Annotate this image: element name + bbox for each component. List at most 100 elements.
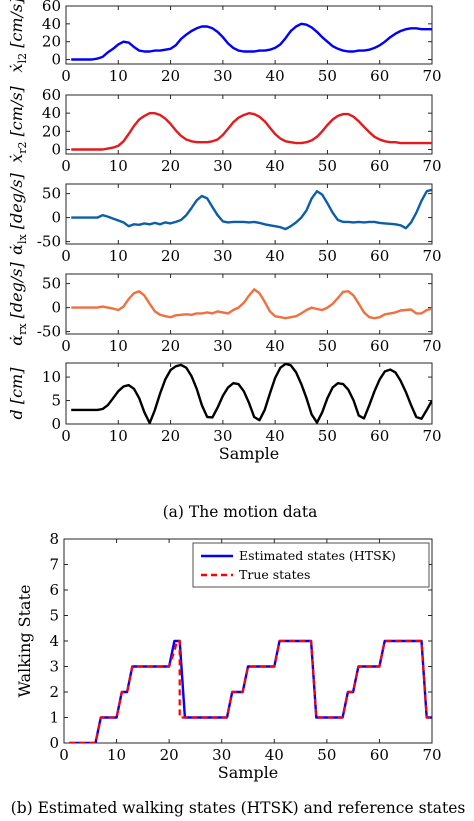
x-axis-label: Sample (219, 444, 280, 463)
y-tick-label: 1 (49, 709, 59, 727)
x-tick-label: 50 (318, 157, 337, 175)
x-tick-label: 30 (213, 247, 232, 265)
x-tick-label: 10 (107, 746, 126, 764)
y-tick-label: -50 (37, 233, 61, 251)
x-tick-label: 10 (109, 427, 128, 445)
x-tick-label: 20 (161, 157, 180, 175)
x-tick-label: 60 (370, 67, 389, 85)
y-tick-label: 20 (42, 33, 61, 51)
walking-state-panel: 0 10 20 30 40 50 60 70 0 1 2 3 4 5 6 7 8 Walking State Sam… (15, 530, 442, 782)
x-tick-label: 60 (370, 746, 389, 764)
x-tick-label: 10 (109, 337, 128, 355)
x-tick-label: 20 (161, 427, 180, 445)
series-line-1 (71, 111, 432, 151)
x-tick-label: 40 (265, 746, 284, 764)
x-tick-label: 70 (422, 67, 441, 85)
y-tick-label: 4 (49, 632, 59, 650)
x-tick-label: 60 (370, 337, 389, 355)
y-tick-label: 40 (42, 104, 61, 122)
axes-box (65, 273, 433, 335)
y-tick-label: 6 (49, 581, 59, 599)
y-tick-label: 5 (49, 607, 59, 625)
legend-box (192, 542, 430, 588)
x-tick-label: 50 (318, 247, 337, 265)
x-tick-label: 40 (266, 427, 285, 445)
x-tick-label: 70 (422, 337, 441, 355)
x-tick-label: 30 (213, 67, 232, 85)
x-tick-label: 50 (318, 427, 337, 445)
y-tick-label: 8 (49, 530, 59, 548)
x-tick-label: 0 (61, 427, 71, 445)
x-tick-label: 0 (61, 337, 71, 355)
chart-6: 0 10 20 30 40 50 60 70 0 1 2 3 4 5 6 7 8 Walking State Sam… (15, 530, 442, 782)
y-tick-label: 40 (42, 15, 61, 33)
x-tick-label: 60 (370, 157, 389, 175)
x-tick-label: 20 (160, 746, 179, 764)
axes-box (65, 5, 433, 65)
x-tick-label: 20 (161, 337, 180, 355)
y-tick-label: 0 (51, 209, 61, 227)
x-tick-label: 20 (161, 67, 180, 85)
y-tick-label: 5 (51, 392, 61, 410)
y-axis-label: ẋr2 [cm/s] (7, 85, 29, 162)
x-tick-label: 0 (61, 157, 71, 175)
axes-box (65, 362, 433, 425)
x-tick-label: 40 (266, 157, 285, 175)
x-tick-label: 10 (109, 67, 128, 85)
x-tick-label: 60 (370, 427, 389, 445)
series-line-1 (71, 22, 432, 61)
x-tick-label: 0 (59, 746, 69, 764)
x-tick-label: 30 (212, 746, 231, 764)
y-tick-label: 2 (49, 683, 59, 701)
y-tick-label: 50 (42, 185, 61, 203)
y-tick-label: 50 (42, 275, 61, 293)
y-tick-label: 10 (42, 368, 61, 386)
x-tick-label: 50 (317, 746, 336, 764)
y-tick-label: -50 (37, 323, 61, 341)
y-axis-label: α̇rx [deg/s] (7, 262, 29, 346)
y-axis-label: d [cm] (7, 367, 26, 420)
y-axis-label: α̇lx [deg/s] (7, 172, 29, 254)
y-tick-label: 0 (51, 51, 61, 69)
y-tick-label: 0 (51, 140, 61, 158)
legend-label-2: True states (239, 567, 310, 582)
x-tick-label: 40 (266, 337, 285, 355)
x-tick-label: 50 (318, 67, 337, 85)
x-tick-label: 20 (161, 247, 180, 265)
y-tick-label: 3 (49, 658, 59, 676)
y-axis-label: ẋl2 [cm/s] (7, 0, 29, 72)
series-line-2 (69, 639, 432, 743)
y-tick-label: 0 (49, 734, 59, 752)
y-tick-label: 0 (51, 299, 61, 317)
x-tick-label: 30 (213, 427, 232, 445)
legend-label-1: Estimated states (HTSK) (239, 548, 396, 563)
x-tick-label: 70 (422, 427, 441, 445)
axes-box (65, 94, 433, 155)
x-tick-label: 10 (109, 247, 128, 265)
series-line-1 (69, 639, 432, 743)
y-tick-label: 60 (42, 86, 61, 104)
x-tick-label: 70 (422, 247, 441, 265)
x-tick-label: 0 (61, 67, 71, 85)
caption-b: (b) Estimated walking states (HTSK) and … (11, 799, 466, 817)
x-tick-label: 70 (422, 157, 441, 175)
x-axis-label: Sample (218, 763, 279, 782)
y-axis-label: Walking State (15, 585, 34, 698)
y-tick-label: 20 (42, 122, 61, 140)
x-tick-label: 70 (422, 746, 441, 764)
y-tick-label: 7 (49, 556, 59, 574)
caption-a: (a) The motion data (163, 503, 318, 521)
legend: Estimated states (HTSK) True states (192, 542, 430, 588)
x-tick-label: 10 (109, 157, 128, 175)
y-tick-label: 0 (51, 415, 61, 433)
x-tick-label: 60 (370, 247, 389, 265)
x-tick-label: 30 (213, 157, 232, 175)
series-line-1 (71, 188, 432, 231)
